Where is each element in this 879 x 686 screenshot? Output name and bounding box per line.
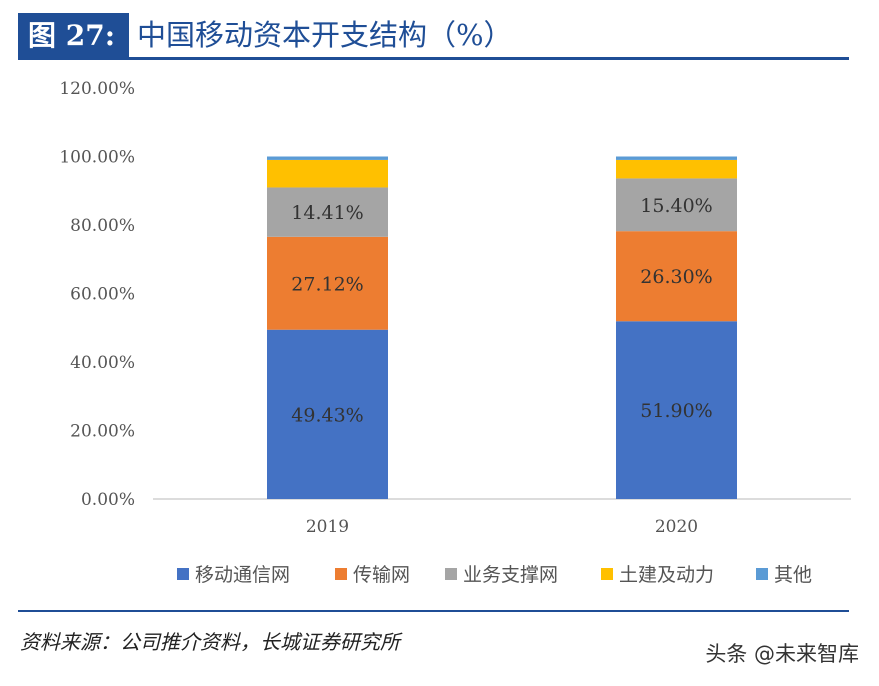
legend-label: 移动通信网 [195,564,290,586]
data-label: 27.12% [291,273,363,295]
y-tick-label: 100.00% [59,148,135,168]
y-tick-label: 0.00% [81,490,135,510]
legend-label: 土建及动力 [619,564,714,586]
bar-segment [616,178,737,232]
bar-segment [616,159,737,179]
figure-label: 图 27: [18,13,129,58]
y-tick-label: 80.00% [70,216,135,236]
bar-segment [267,159,388,188]
watermark: 头条 @未来智库 [705,642,859,666]
footer-rule [18,610,849,612]
bar-segment [267,236,388,330]
x-tick-label: 2019 [306,517,349,537]
y-tick-label: 120.00% [59,79,135,99]
legend-swatch [445,568,457,580]
legend-swatch [601,568,613,580]
bar-segment [267,329,388,499]
y-tick-label: 20.00% [70,422,135,442]
legend-label: 传输网 [353,564,410,586]
y-tick-label: 60.00% [70,285,135,305]
bar-segment [267,187,388,237]
bar-segment [616,321,737,499]
bar-segment [616,156,737,160]
bar-segment [616,231,737,322]
chart-title: 中国移动资本开支结构（%） [137,18,513,52]
x-tick-label: 2020 [655,517,698,537]
y-tick-label: 40.00% [70,353,135,373]
legend-swatch [335,568,347,580]
legend-label: 业务支撑网 [463,564,558,586]
legend-label: 其他 [774,564,812,586]
legend-swatch [177,568,189,580]
data-label: 51.90% [640,400,712,422]
data-label: 26.30% [640,266,712,288]
bar-segment [267,156,388,160]
stacked-bar-chart: 0.00% 20.00% 40.00% 60.00% 80.00% 100.00% 120.… [59,79,851,586]
data-label: 14.41% [291,202,363,224]
data-label: 49.43% [291,404,363,426]
data-label: 15.40% [640,195,712,217]
legend-swatch [756,568,768,580]
source-note: 资料来源：公司推介资料，长城证券研究所 [20,630,400,654]
title-rule [18,57,849,60]
